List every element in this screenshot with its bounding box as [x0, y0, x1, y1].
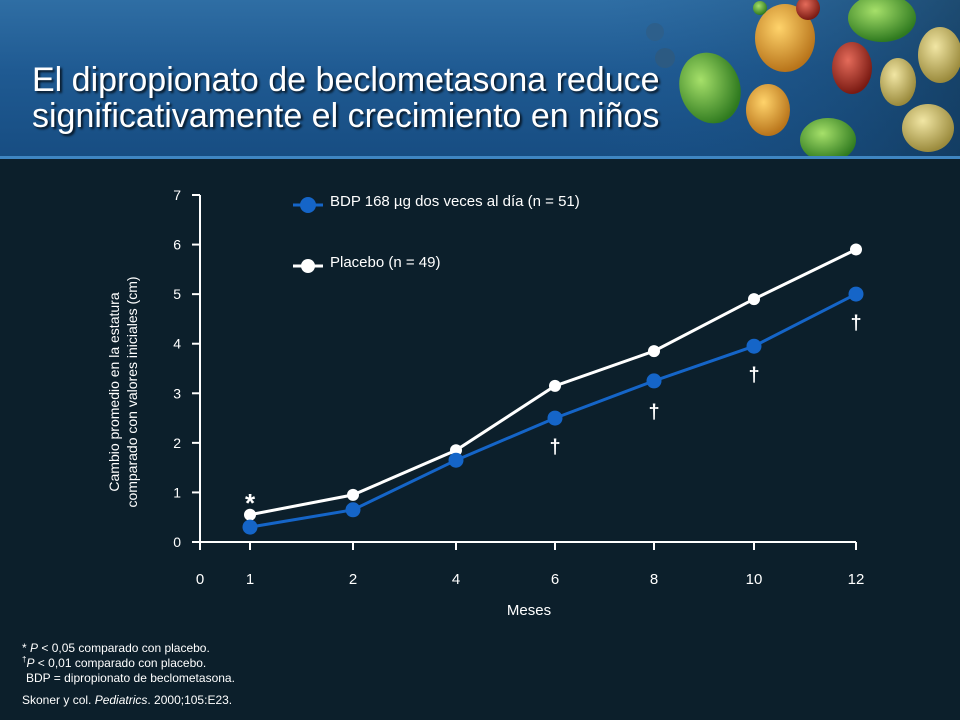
citation-details: . 2000;105:E23. — [147, 693, 233, 707]
x-tick-label: 4 — [452, 571, 460, 588]
footnote-abbreviation: BDP = dipropionato de beclometasona. — [26, 671, 235, 685]
data-point-bdp — [242, 519, 258, 535]
data-point-placebo — [450, 444, 462, 457]
significance-dagger: † — [850, 312, 861, 334]
y-tick-label: 7 — [173, 187, 181, 203]
footnote-p-symbol: P — [30, 641, 39, 655]
y-tick-label: 6 — [173, 237, 181, 253]
significance-dagger: † — [549, 436, 560, 458]
y-tick-label: 0 — [173, 534, 181, 550]
slide-title-line-2: significativamente el crecimiento en niñ… — [32, 97, 660, 135]
x-tick-label: 6 — [551, 571, 559, 588]
y-tick-label: 4 — [173, 336, 181, 352]
title-banner — [0, 0, 960, 158]
footnotes: * P < 0,05 comparado con placebo. †P < 0… — [22, 641, 442, 708]
slide-title: El dipropionato de beclometasona reduce … — [32, 62, 752, 134]
slide-title-line-1: El dipropionato de beclometasona reduce — [32, 61, 660, 99]
citation: Skoner y col. Pediatrics. 2000;105:E23. — [22, 693, 442, 708]
data-point-placebo — [347, 488, 359, 501]
footnote-text: < 0,01 comparado con placebo. — [34, 656, 207, 670]
footnote-significance-05: * P < 0,05 comparado con placebo. — [22, 641, 442, 656]
data-point-placebo — [648, 345, 660, 358]
y-tick-label: 2 — [173, 435, 181, 451]
citation-journal: Pediatrics — [94, 693, 148, 707]
series-line-bdp — [249, 292, 857, 529]
footnote-p-symbol: P — [26, 656, 35, 670]
citation-authors: Skoner y col. — [22, 693, 95, 707]
legend-marker-bdp — [300, 197, 316, 213]
significance-dagger: † — [748, 364, 759, 386]
footnote-text: < 0,05 comparado con placebo. — [38, 641, 210, 655]
data-point-bdp — [448, 452, 464, 468]
x-axis-title: Meses — [507, 602, 551, 619]
data-point-bdp — [646, 373, 662, 389]
y-tick-label: 5 — [173, 286, 181, 302]
legend-label-placebo: Placebo (n = 49) — [330, 254, 441, 271]
significance-dagger: † — [648, 402, 659, 424]
footnote-dagger: † — [22, 655, 27, 664]
data-point-placebo — [244, 508, 256, 521]
y-axis-title: Cambio promedio en la estatura comparado … — [106, 276, 140, 507]
x-tick-label: 8 — [650, 571, 658, 588]
y-axis-title-line-1: Cambio promedio en la estatura — [106, 292, 122, 491]
data-point-placebo — [549, 379, 561, 392]
data-point-placebo — [850, 243, 862, 256]
footnote-significance-01: †P < 0,01 comparado con placebo. — [22, 656, 442, 671]
data-point-bdp — [746, 338, 762, 354]
footnote-asterisk: * — [22, 641, 27, 655]
y-tick-label: 3 — [173, 385, 181, 401]
x-tick-label: 12 — [848, 571, 865, 588]
x-tick-label: 1 — [246, 571, 254, 588]
banner-divider — [0, 156, 960, 159]
significance-asterisk: * — [245, 488, 256, 518]
legend-marker-placebo — [301, 259, 315, 273]
y-tick-label: 1 — [173, 484, 181, 500]
x-tick-label: 10 — [746, 571, 763, 588]
pollen-illustration — [600, 0, 960, 158]
data-point-bdp — [345, 502, 361, 518]
data-point-bdp — [848, 286, 864, 302]
legend-label-bdp: BDP 168 µg dos veces al día (n = 51) — [330, 193, 580, 210]
x-tick-label: 0 — [196, 571, 204, 588]
data-point-bdp — [547, 410, 563, 426]
y-axis-title-line-2: comparado con valores iniciales (cm) — [124, 276, 140, 507]
x-tick-label: 2 — [349, 571, 357, 588]
data-point-placebo — [748, 293, 760, 306]
